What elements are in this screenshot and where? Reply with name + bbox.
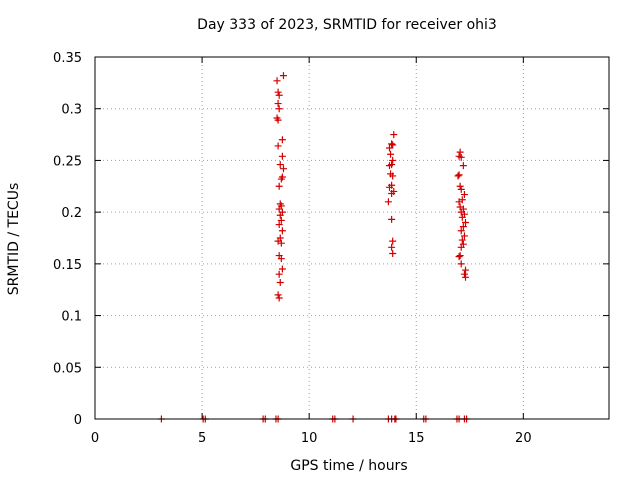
- data-point: [278, 265, 286, 273]
- data-point: [275, 91, 283, 99]
- data-point: [460, 191, 468, 199]
- data-point: [457, 260, 465, 268]
- data-point: [457, 185, 465, 193]
- data-point: [456, 148, 464, 156]
- data-point: [460, 270, 468, 278]
- data-point: [279, 72, 287, 80]
- data-point: [278, 227, 286, 235]
- y-tick-label: 0.3: [61, 103, 82, 118]
- data-point: [459, 162, 467, 170]
- data-point: [390, 131, 398, 139]
- y-tick-label: 0.15: [53, 258, 82, 273]
- data-point: [458, 213, 466, 221]
- data-point: [389, 156, 397, 164]
- data-point: [274, 116, 282, 124]
- y-tick-label: 0.1: [61, 310, 82, 325]
- data-point: [275, 270, 283, 278]
- data-point: [384, 198, 392, 206]
- data-point: [456, 182, 464, 190]
- data-point: [389, 237, 397, 245]
- data-point: [458, 236, 466, 244]
- data-point: [389, 172, 397, 180]
- data-point: [388, 140, 396, 148]
- x-tick-label: 5: [198, 431, 206, 446]
- axis-ticks: [94, 56, 609, 420]
- plot-frame: [94, 56, 610, 420]
- data-point: [457, 227, 465, 235]
- data-point: [455, 198, 463, 206]
- data-point: [275, 221, 283, 229]
- y-tick-label: 0.2: [61, 206, 82, 221]
- y-tick-label: 0.05: [53, 361, 82, 376]
- data-point: [457, 243, 465, 251]
- y-tick-label: 0.35: [53, 51, 82, 66]
- x-tick-label: 20: [515, 431, 532, 446]
- data-point: [273, 77, 281, 85]
- x-axis-label: GPS time / hours: [290, 458, 407, 474]
- data-point: [389, 141, 397, 149]
- data-point: [460, 232, 468, 240]
- data-point: [277, 175, 285, 183]
- data-point: [388, 215, 396, 223]
- data-point: [454, 172, 462, 180]
- data-point: [276, 278, 284, 286]
- y-tick-label: 0.25: [53, 154, 82, 169]
- data-point: [385, 162, 393, 170]
- data-point: [387, 150, 395, 158]
- data-point: [385, 144, 393, 152]
- data-point: [385, 183, 393, 191]
- data-point: [274, 291, 282, 299]
- x-tick-label: 0: [91, 431, 99, 446]
- data-point: [388, 190, 396, 198]
- data-point: [388, 243, 396, 251]
- grid-lines: [95, 57, 609, 419]
- data-point: [276, 161, 284, 169]
- data-points: [157, 72, 471, 423]
- data-point: [276, 211, 284, 219]
- data-point: [455, 171, 463, 179]
- chart-title: Day 333 of 2023, SRMTID for receiver ohi…: [197, 17, 497, 33]
- data-point: [455, 253, 463, 261]
- data-point: [462, 273, 470, 281]
- data-point: [459, 223, 467, 231]
- data-point: [278, 136, 286, 144]
- data-point: [275, 105, 283, 113]
- data-point: [456, 252, 464, 260]
- data-point: [462, 266, 470, 274]
- data-point: [457, 153, 465, 161]
- x-tick-label: 15: [408, 431, 425, 446]
- data-point: [274, 88, 282, 96]
- data-point: [277, 239, 285, 247]
- data-point: [275, 182, 283, 190]
- data-point: [274, 142, 282, 150]
- data-point: [277, 255, 285, 263]
- data-point: [275, 294, 283, 302]
- y-tick-label: 0: [74, 413, 82, 428]
- data-point: [277, 216, 285, 224]
- data-point: [462, 218, 470, 226]
- y-axis-label: SRMTID / TECUs: [6, 183, 22, 296]
- data-point: [278, 152, 286, 160]
- x-tick-label: 10: [301, 431, 318, 446]
- data-point: [275, 205, 283, 213]
- data-point: [279, 165, 287, 173]
- data-point: [274, 100, 282, 108]
- data-point: [389, 250, 397, 258]
